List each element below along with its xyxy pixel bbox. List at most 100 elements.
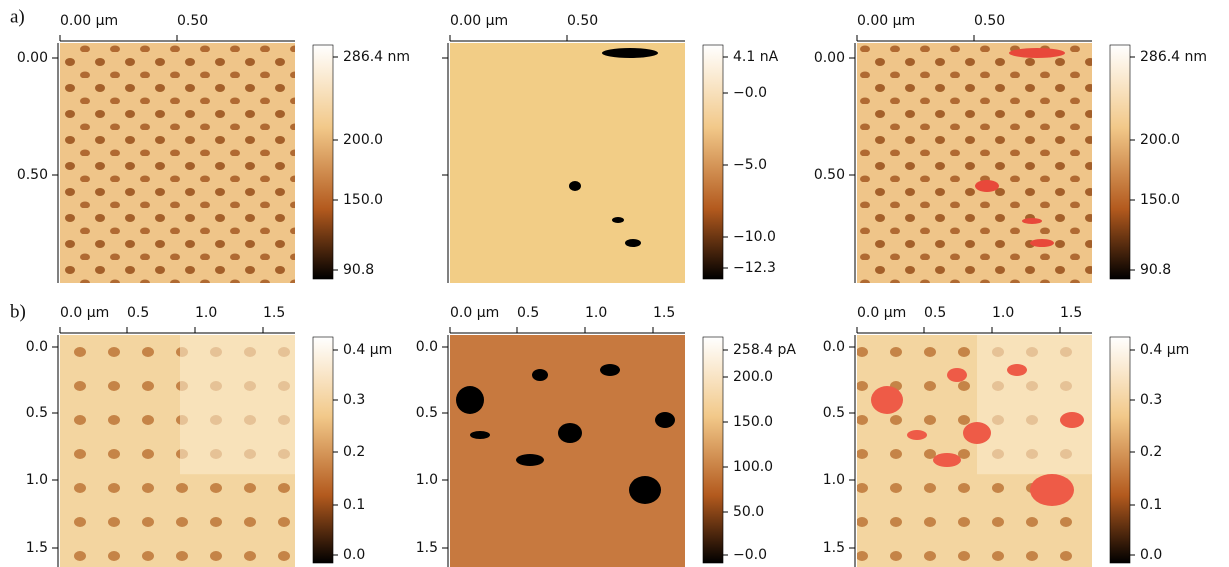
blob (655, 412, 675, 428)
x-tick-label: 1.0 (992, 305, 1014, 321)
y-tick-label: 1.5 (823, 540, 845, 556)
row-label: a) (10, 6, 25, 27)
y-tick-label: 1.0 (26, 472, 48, 488)
colorbar-label: 0.4 µm (1140, 342, 1189, 358)
colorbar-label: 90.8 (1140, 262, 1171, 278)
colorbar-label: 100.0 (733, 459, 773, 475)
colorbar-label: 0.3 (1140, 392, 1162, 408)
y-tick-label: 0.0 (26, 339, 48, 355)
x-tick-label: 0.0 µm (450, 305, 499, 321)
blob (1007, 364, 1027, 376)
colorbar-label: 200.0 (1140, 132, 1180, 148)
blob (1030, 239, 1054, 247)
blob (532, 369, 548, 381)
x-tick-label: 0.0 µm (60, 305, 109, 321)
afm-image (450, 43, 685, 283)
blob (558, 423, 582, 443)
blob (947, 368, 967, 382)
colorbar (312, 44, 334, 280)
row-label: b) (10, 301, 26, 322)
colorbar-label: 258.4 pA (733, 342, 796, 358)
blob (600, 364, 620, 376)
y-tick-label: 0.50 (17, 167, 48, 183)
colorbar-label: 90.8 (343, 262, 374, 278)
colorbar (702, 44, 724, 280)
colorbar-label: −0.0 (733, 85, 767, 101)
x-tick-label: 0.5 (924, 305, 946, 321)
colorbar-label: 0.0 (1140, 547, 1162, 563)
blob (470, 431, 490, 439)
colorbar-label: 150.0 (343, 192, 383, 208)
blob (602, 48, 658, 58)
colorbar-label: 0.2 (343, 444, 365, 460)
x-tick-label: 0.50 (177, 13, 208, 29)
x-tick-label: 1.0 (195, 305, 217, 321)
colorbar-label: 150.0 (733, 414, 773, 430)
x-tick-label: 0.50 (974, 13, 1005, 29)
colorbar-label: 0.2 (1140, 444, 1162, 460)
blob (1060, 412, 1084, 428)
blob (963, 422, 991, 444)
y-tick-label: 1.5 (26, 540, 48, 556)
afm-image (60, 43, 295, 283)
colorbar-label: 4.1 nA (733, 49, 779, 65)
y-tick-label: 0.5 (26, 405, 48, 421)
blob (629, 476, 661, 504)
x-tick-label: 0.00 µm (857, 13, 915, 29)
blob (871, 386, 903, 414)
x-tick-label: 1.0 (585, 305, 607, 321)
colorbar-label: 0.1 (343, 497, 365, 513)
y-tick-label: 0.00 (17, 50, 48, 66)
blob (907, 430, 927, 440)
y-tick-label: 0.0 (823, 339, 845, 355)
y-tick-label: 0.50 (814, 167, 845, 183)
y-tick-label: 1.0 (823, 472, 845, 488)
colorbar-label: 200.0 (733, 369, 773, 385)
colorbar (1109, 336, 1131, 564)
afm-image (450, 335, 685, 567)
blob (569, 181, 581, 191)
y-tick-label: 1.5 (416, 540, 438, 556)
colorbar (702, 336, 724, 564)
colorbar-label: 50.0 (733, 504, 764, 520)
colorbar-label: 0.4 µm (343, 342, 392, 358)
y-tick-label: 0.0 (416, 339, 438, 355)
y-tick-label: 0.5 (823, 405, 845, 421)
bright-region (977, 335, 1092, 475)
blob (1022, 218, 1042, 224)
colorbar-label: 150.0 (1140, 192, 1180, 208)
colorbar-label: −12.3 (733, 260, 776, 276)
x-tick-label: 0.50 (567, 13, 598, 29)
colorbar-label: 286.4 nm (343, 49, 410, 65)
colorbar-label: 0.0 (343, 547, 365, 563)
blob (625, 239, 641, 247)
x-tick-label: 0.00 µm (60, 13, 118, 29)
colorbar-label: −5.0 (733, 157, 767, 173)
colorbar (1109, 44, 1131, 280)
blob (1030, 474, 1074, 506)
blob (933, 453, 961, 467)
x-tick-label: 1.5 (263, 305, 285, 321)
x-tick-label: 1.5 (1060, 305, 1082, 321)
blob (456, 386, 484, 414)
colorbar-label: 200.0 (343, 132, 383, 148)
panels: a) 0.00 µm 0.50 0.00 0.50 286.4 nm 200.0 150.0 9… (10, 6, 1207, 567)
x-tick-label: 0.5 (517, 305, 539, 321)
y-tick-label: 0.00 (814, 50, 845, 66)
colorbar (312, 336, 334, 564)
colorbar-label: 286.4 nm (1140, 49, 1207, 65)
colorbar-label: −10.0 (733, 229, 776, 245)
blob (1009, 48, 1065, 58)
x-tick-label: 1.5 (653, 305, 675, 321)
y-tick-label: 0.5 (416, 405, 438, 421)
x-tick-label: 0.5 (127, 305, 149, 321)
blob (612, 217, 624, 223)
colorbar-label: 0.3 (343, 392, 365, 408)
x-tick-label: 0.0 µm (857, 305, 906, 321)
afm-image (857, 43, 1092, 283)
colorbar-label: 0.1 (1140, 497, 1162, 513)
x-tick-label: 0.00 µm (450, 13, 508, 29)
bright-region (180, 335, 295, 475)
y-tick-label: 1.0 (416, 472, 438, 488)
